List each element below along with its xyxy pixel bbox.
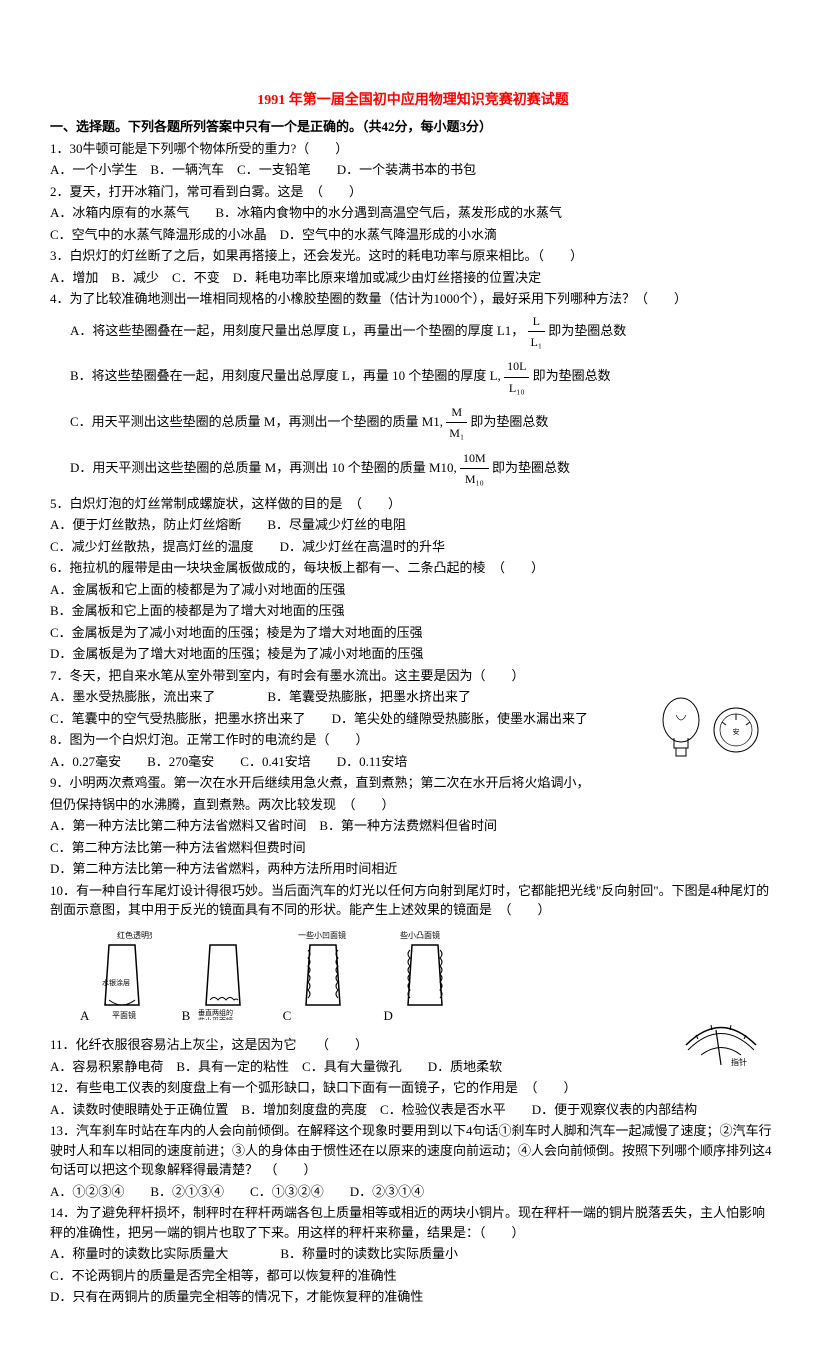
q5-options-a: A．便于灯丝散热，防止灯丝熔断 B．尽量减少灯丝的电阻 bbox=[50, 515, 776, 535]
q10-diagrams: A 红色透明壳 水银涂层 平面镜 B 垂直两组的 些小平面镜 C 一些小凹面镜 … bbox=[50, 930, 776, 1026]
q11-options: A．容易积累静电荷 B．具有一定的粘性 C．具有大量微孔 D．质地柔软 bbox=[50, 1057, 776, 1077]
q3-options: A．增加 B．减少 C．不变 D．耗电功率比原来增加或减少由灯丝搭接的位置决定 bbox=[50, 268, 776, 288]
q6: 6．拖拉机的履带是由一块块金属板做成的，每块板上都有一、二条凸起的棱 （ ） bbox=[50, 558, 776, 578]
q10: 10．有一种自行车尾灯设计得很巧妙。当后面汽车的灯光以任何方向射到尾灯时，它都能… bbox=[50, 881, 776, 920]
q4d-frac: 10MM₁₀ bbox=[460, 448, 489, 490]
q5: 5．白炽灯泡的灯丝常制成螺旋状，这样做的目的是 （ ） bbox=[50, 494, 776, 514]
q4-opt-b: B．将这些垫圈叠在一起，用刻度尺量出总厚度 L，再量 10 个垫圈的厚度 L, … bbox=[50, 356, 776, 398]
diag-b-label: B bbox=[182, 1008, 191, 1023]
section-1-header: 一、选择题。下列各题所列答案中只有一个是正确的。（共42分，每小题3分） bbox=[50, 117, 776, 137]
q13: 13．汽车刹车时站在车内的人会向前倾倒。在解释这个现象时要用到以下4句话①刹车时… bbox=[50, 1121, 776, 1180]
q14-c: D．只有在两铜片的质量完全相等的情况下，才能恢复秤的准确性 bbox=[50, 1287, 776, 1307]
q4c-text: C．用天平测出这些垫圈的总质量 M，再测出一个垫圈的质量 M1, bbox=[70, 414, 443, 429]
q4b-tail: 即为垫圈总数 bbox=[533, 368, 611, 383]
q14: 14．为了避免秤杆损坏，制秤时在秤杆两端各包上质量相等或相近的两块小铜片。现在秤… bbox=[50, 1203, 776, 1242]
svg-text:水银涂层: 水银涂层 bbox=[102, 978, 130, 987]
q9-a: A．第一种方法比第二种方法省燃料又省时间 B．第一种方法费燃料但省时间 bbox=[50, 816, 776, 836]
diag-b: B 垂直两组的 些小平面镜 bbox=[182, 930, 253, 1026]
q3: 3．白炽灯的灯丝断了之后，如果再搭接上，还会发光。这时的耗电功率与原来相比。（ … bbox=[50, 246, 776, 266]
diag-d: D 些小凸面镜 bbox=[383, 930, 455, 1026]
q4d-text: D．用天平测出这些垫圈的总质量 M，再测出 10 个垫圈的质量 M10, bbox=[70, 460, 457, 475]
svg-text:平面镜: 平面镜 bbox=[112, 1010, 136, 1020]
q12: 12．有些电工仪表的刻度盘上有一个弧形缺口，缺口下面有一面镜子，它的作用是 （ … bbox=[50, 1078, 776, 1098]
q5-options-b: C．减少灯丝散热，提高灯丝的温度 D．减少灯丝在高温时的升华 bbox=[50, 537, 776, 557]
diag-a: A 红色透明壳 水银涂层 平面镜 bbox=[80, 930, 152, 1026]
q9-d: D．第二种方法比第一种方法省燃料，两种方法所用时间相近 bbox=[50, 859, 776, 879]
q6-c: C．金属板是为了减小对地面的压强；棱是为了增大对地面的压强 bbox=[50, 623, 776, 643]
svg-text:安: 安 bbox=[733, 727, 740, 736]
q4b-frac: 10LL₁₀ bbox=[504, 356, 529, 398]
diag-c-label: C bbox=[283, 1008, 292, 1023]
q4b-text: B．将这些垫圈叠在一起，用刻度尺量出总厚度 L，再量 10 个垫圈的厚度 L, bbox=[70, 368, 501, 383]
q14-a: A．称量时的读数比实际质量大 B．称量时的读数比实际质量小 bbox=[50, 1244, 776, 1264]
svg-text:些小平面镜: 些小平面镜 bbox=[198, 1016, 233, 1020]
q2-options-a: A．冰箱内原有的水蒸气 B．冰箱内食物中的水分遇到高温空气后，蒸发形成的水蒸气 bbox=[50, 203, 776, 223]
svg-text:些小凸面镜: 些小凸面镜 bbox=[400, 930, 440, 940]
q4d-tail: 即为垫圈总数 bbox=[492, 460, 570, 475]
q1-options: A．一个小学生 B．一辆汽车 C．一支铅笔 D．一个装满书本的书包 bbox=[50, 160, 776, 180]
q12-options: A．读数时使眼睛处于正确位置 B．增加刻度盘的亮度 C．检验仪表是否水平 D．便… bbox=[50, 1100, 776, 1120]
exam-title: 1991 年第一届全国初中应用物理知识竞赛初赛试题 bbox=[50, 90, 776, 111]
q2-options-b: C．空气中的水蒸气降温形成的小冰晶 D．空气中的水蒸气降温形成的小水滴 bbox=[50, 225, 776, 245]
diag-d-label: D bbox=[383, 1008, 392, 1023]
diag-a-label: A bbox=[80, 1008, 89, 1023]
q4-opt-a: A．将这些垫圈叠在一起，用刻度尺量出总厚度 L，再量出一个垫圈的厚度 L1， L… bbox=[50, 311, 776, 353]
diag-c: C 一些小凹面镜 bbox=[283, 930, 354, 1026]
svg-text:指针: 指针 bbox=[731, 1057, 747, 1067]
q4-opt-c: C．用天平测出这些垫圈的总质量 M，再测出一个垫圈的质量 M1, MM₁ 即为垫… bbox=[50, 402, 776, 444]
q4-opt-d: D．用天平测出这些垫圈的总质量 M，再测出 10 个垫圈的质量 M10, 10M… bbox=[50, 448, 776, 490]
q4: 4．为了比较准确地测出一堆相同规格的小橡胶垫圈的数量（估计为1000个），最好采… bbox=[50, 289, 776, 309]
q13-options: A．①②③④ B．②①③④ C．①③②④ D．②③①④ bbox=[50, 1182, 776, 1202]
q4a-text: A．将这些垫圈叠在一起，用刻度尺量出总厚度 L，再量出一个垫圈的厚度 L1， bbox=[70, 322, 524, 337]
q9: 9．小明两次煮鸡蛋。第一次在水开后继续用急火煮，直到煮熟；第二次在水开后将火焰调… bbox=[50, 773, 776, 793]
q11: 11．化纤衣服很容易沾上灰尘，这是因为它 （ ） bbox=[50, 1035, 776, 1055]
q4c-frac: MM₁ bbox=[446, 402, 467, 444]
q1: 1．30牛顿可能是下列哪个物体所受的重力?（ ） bbox=[50, 139, 776, 159]
q4a-tail: 即为垫圈总数 bbox=[548, 322, 626, 337]
q6-d: D．金属板是为了增大对地面的压强；棱是为了减小对地面的压强 bbox=[50, 644, 776, 664]
mirror-gauge-diagram: 指针 bbox=[676, 1005, 766, 1081]
q4c-tail: 即为垫圈总数 bbox=[470, 414, 548, 429]
q6-a: A．金属板和它上面的棱都是为了减小对地面的压强 bbox=[50, 580, 776, 600]
svg-text:垂直两组的: 垂直两组的 bbox=[198, 1008, 233, 1017]
q2: 2．夏天，打开冰箱门，常可看到白雾。这是 （ ） bbox=[50, 182, 776, 202]
q9-c: C．第二种方法比第一种方法省燃料但费时间 bbox=[50, 838, 776, 858]
bulb-meter-diagram: 安 bbox=[656, 690, 766, 776]
q6-b: B．金属板和它上面的棱都是为了增大对地面的压强 bbox=[50, 601, 776, 621]
q14-b: C．不论两铜片的质量是否完全相等，都可以恢复秤的准确性 bbox=[50, 1266, 776, 1286]
q4a-frac: LL₁ bbox=[528, 311, 546, 353]
q9b: 但仍保持锅中的水沸腾，直到煮熟。两次比较发现 （ ） bbox=[50, 795, 776, 815]
q7: 7．冬天，把自来水笔从室外带到室内，有时会有墨水流出。这主要是因为（ ） bbox=[50, 666, 776, 686]
svg-text:红色透明壳: 红色透明壳 bbox=[117, 930, 152, 940]
svg-text:一些小凹面镜: 一些小凹面镜 bbox=[298, 930, 346, 940]
